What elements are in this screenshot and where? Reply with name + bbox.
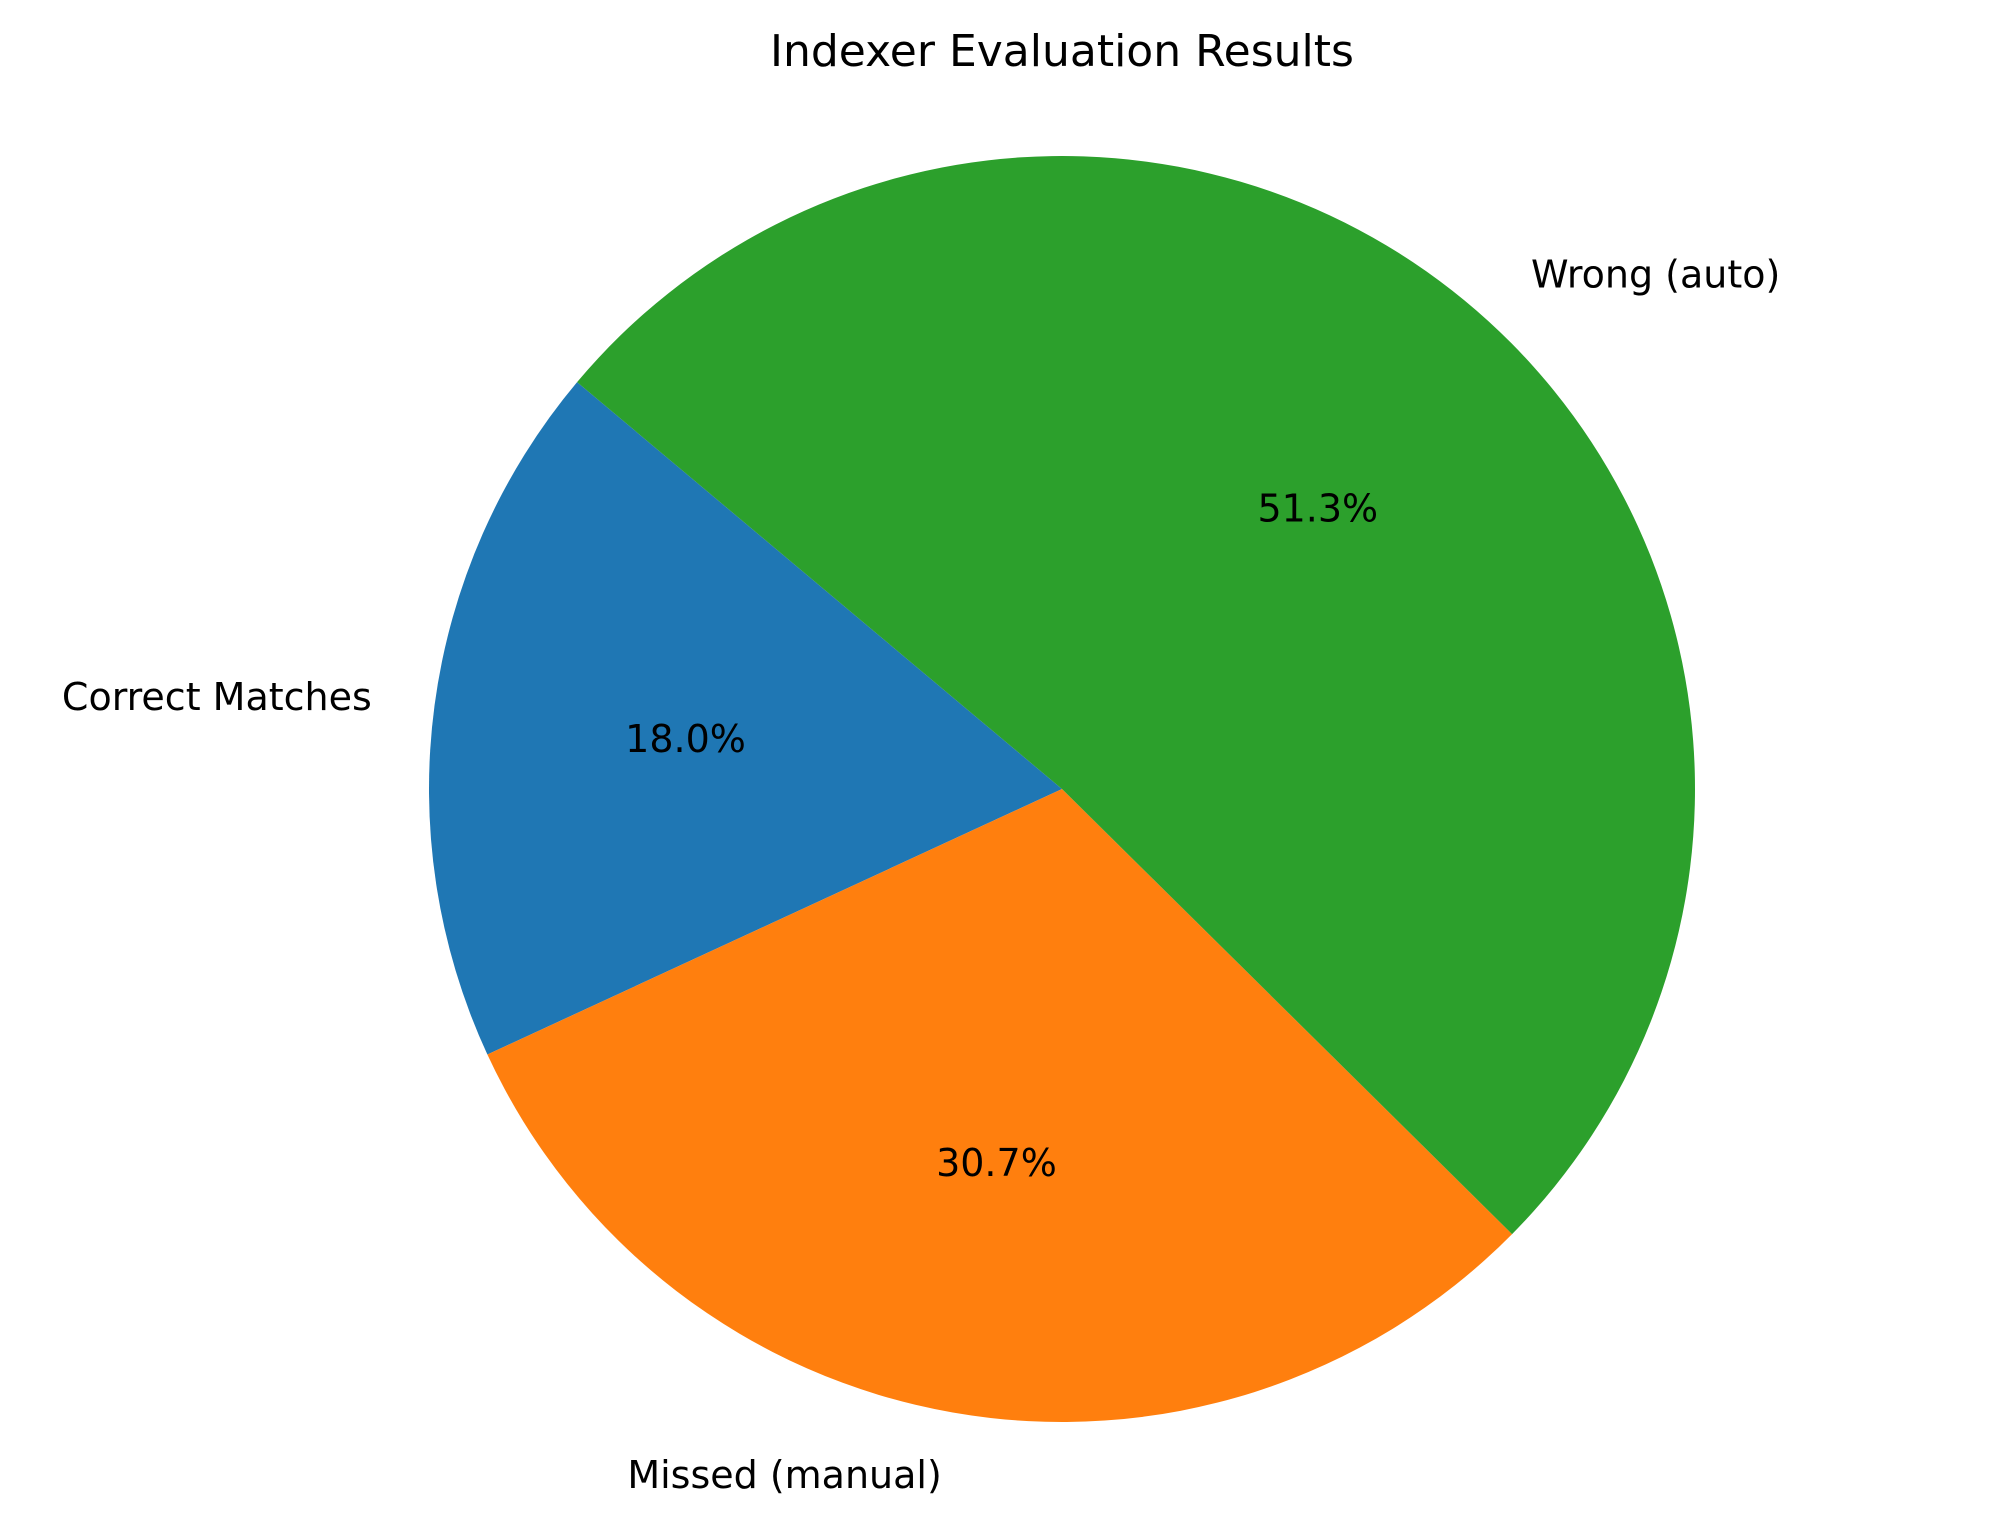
pie-slices <box>428 156 1695 1422</box>
percent-label-missed-manual: 30.7% <box>936 1141 1057 1185</box>
slice-label-correct-matches: Correct Matches <box>62 675 372 719</box>
percent-label-wrong-auto: 51.3% <box>1257 486 1378 530</box>
percent-label-correct-matches: 18.0% <box>625 717 746 761</box>
pie-labels: Correct Matches 18.0% Missed (manual) 30.7%… <box>62 252 1780 1497</box>
slice-label-missed-manual: Missed (manual) <box>627 1453 941 1497</box>
chart-title: Indexer Evaluation Results <box>770 26 1354 77</box>
slice-label-wrong-auto: Wrong (auto) <box>1531 252 1780 296</box>
pie-slice-correct-matches <box>428 382 1062 1055</box>
pie-slice-missed-manual <box>487 789 1513 1422</box>
pie-slice-wrong-auto <box>577 156 1695 1235</box>
